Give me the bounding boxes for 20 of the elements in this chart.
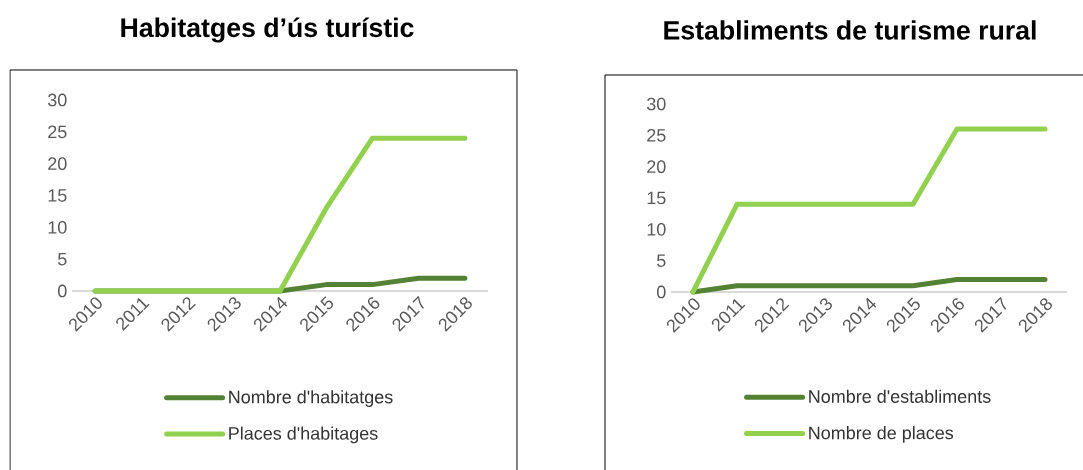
y-tick-label: 30 (47, 93, 67, 107)
chart-title: Habitatges d’ús turístic (121, 17, 414, 43)
y-tick-label: 20 (647, 160, 666, 174)
y-tick-label: 20 (48, 157, 67, 171)
legend-label: Nombre de places (809, 426, 954, 443)
y-tick-label: 30 (646, 97, 666, 111)
y-tick-label: 5 (58, 252, 67, 266)
y-tick-label: 0 (58, 284, 67, 298)
y-tick-label: 15 (48, 189, 67, 202)
legend-label: Nombre d'habitatges (229, 390, 393, 407)
y-tick-label: 25 (48, 125, 67, 139)
legend-label: Places d'habitages (229, 426, 378, 444)
y-tick-label: 15 (647, 191, 666, 205)
y-tick-label: 25 (647, 128, 666, 142)
y-tick-label: 5 (656, 254, 666, 267)
legend-label: Nombre d'establiments (809, 389, 991, 403)
y-tick-label: 10 (647, 222, 666, 236)
y-tick-label: 0 (656, 285, 666, 299)
chart-title: Establiments de turisme rural (664, 20, 1036, 40)
y-tick-label: 10 (48, 220, 67, 234)
